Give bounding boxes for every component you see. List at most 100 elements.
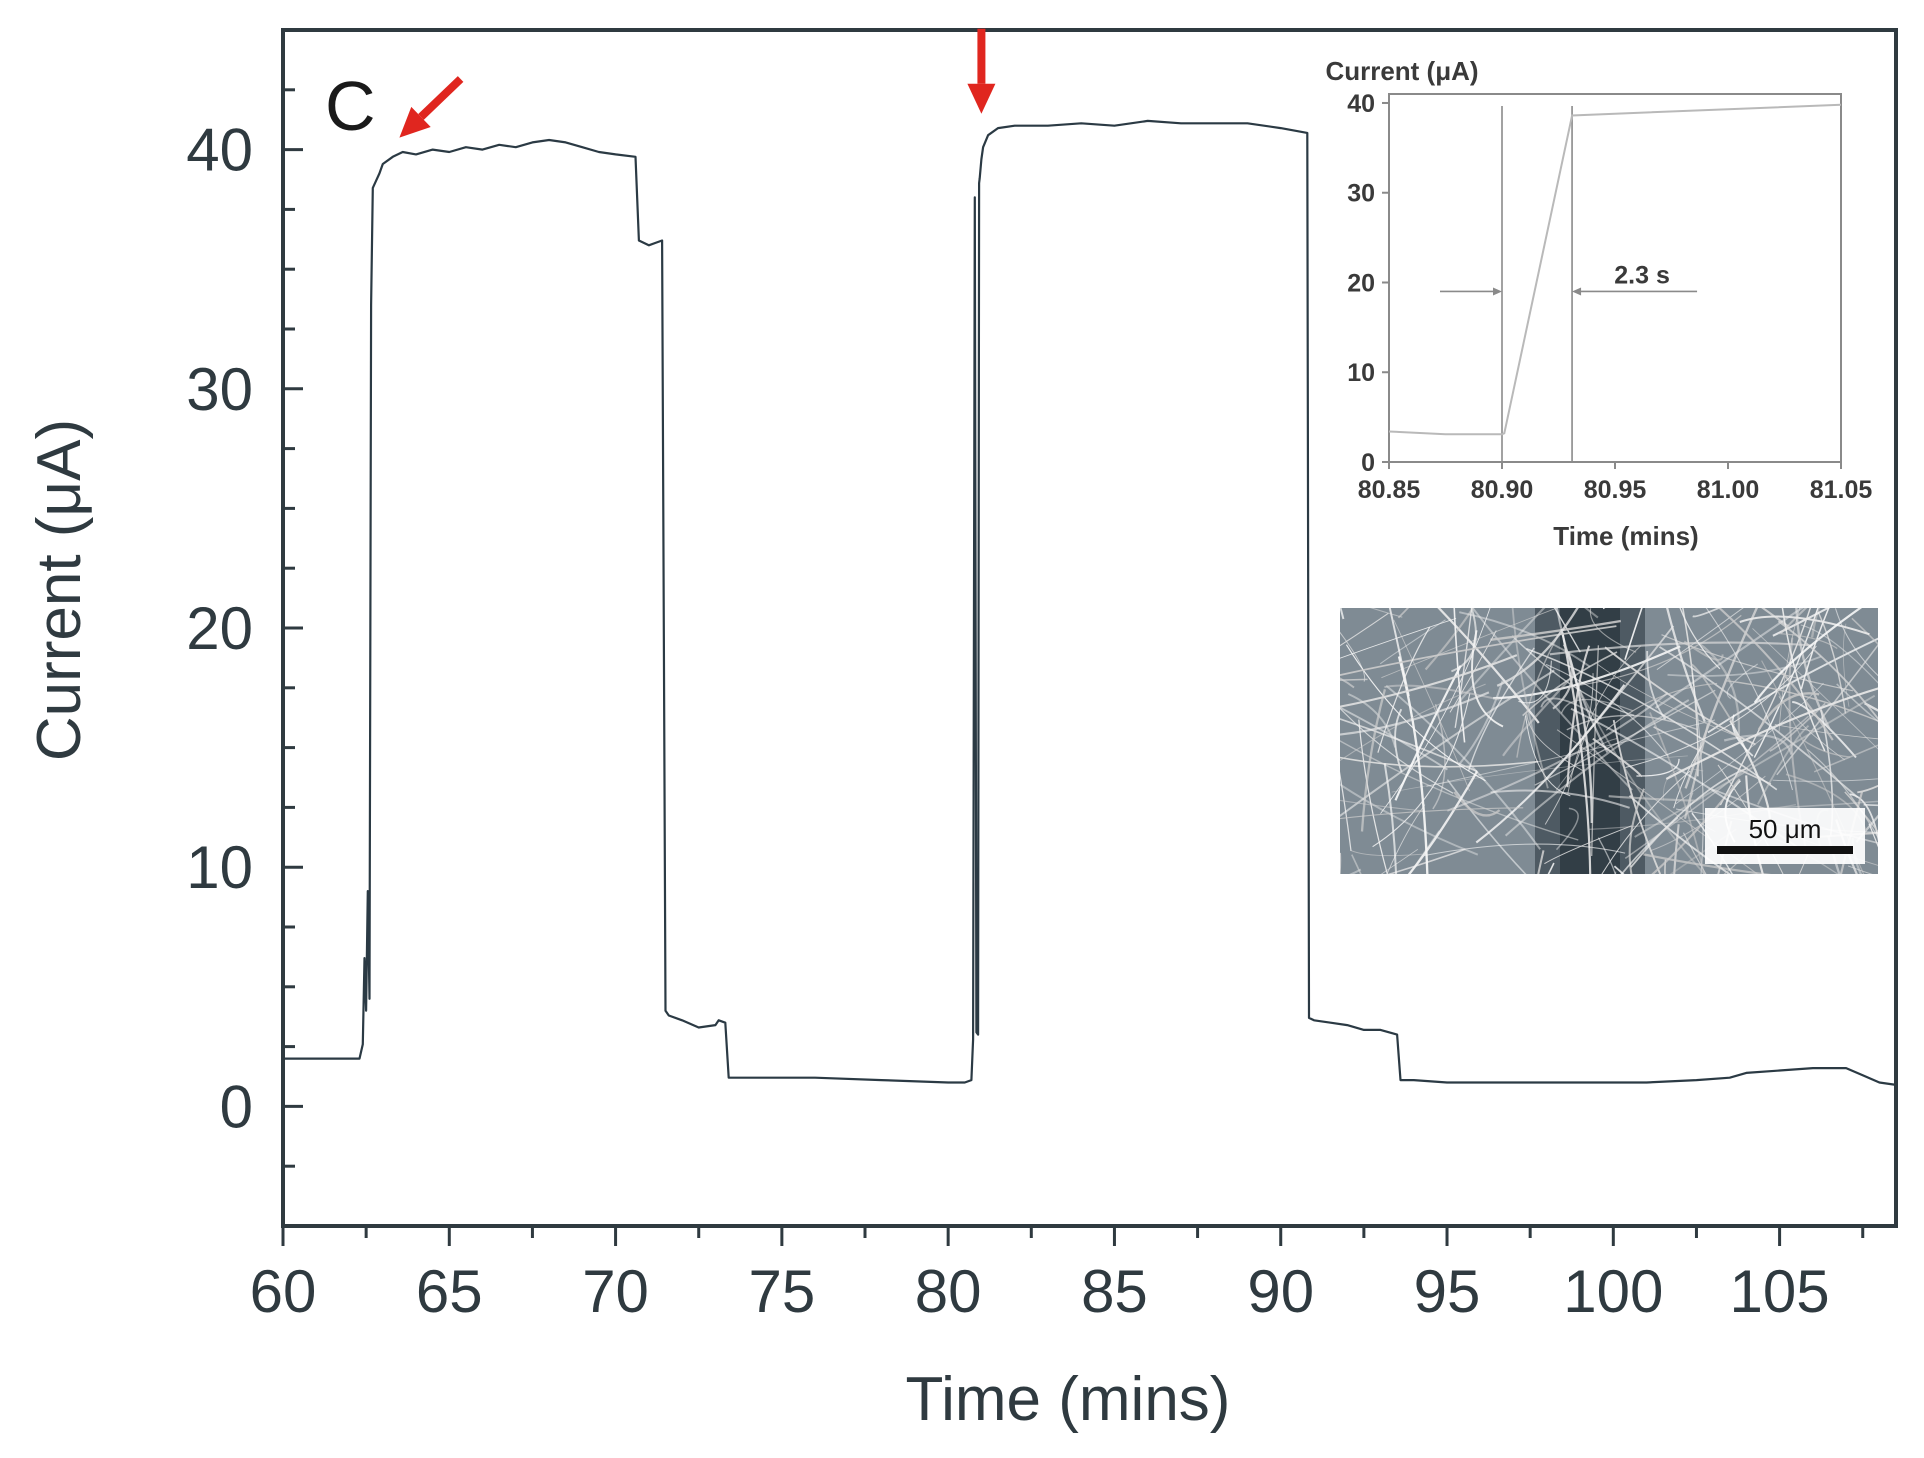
inset-x-tick-labels: 80.85 80.90 80.95 81.00 81.05	[1358, 476, 1873, 504]
sem-fiber	[1653, 726, 1772, 785]
sem-fiber	[1570, 614, 1742, 688]
sem-scale-bar	[1717, 846, 1853, 854]
sem-fiber	[1772, 608, 1831, 637]
sem-fiber	[1778, 633, 1838, 649]
sem-fiber	[1471, 630, 1504, 728]
sem-fiber	[1340, 707, 1454, 794]
sem-fiber	[1340, 771, 1352, 851]
sem-fiber	[1778, 608, 1801, 733]
sem-fiber	[1651, 778, 1741, 874]
sem-fiber	[1340, 852, 1342, 874]
sem-fiber	[1340, 612, 1389, 647]
sem-fiber	[1570, 625, 1675, 754]
inset-y-tick-label: 20	[1347, 269, 1375, 297]
sem-fiber	[1360, 689, 1387, 832]
sem-fiber	[1726, 663, 1759, 699]
annotation-arrow-shaft	[418, 76, 464, 120]
inset-interval-arrowhead-right	[1572, 287, 1582, 296]
sem-fiber	[1692, 608, 1722, 618]
sem-fiber	[1664, 859, 1667, 874]
annotation-arrow-head	[967, 83, 996, 114]
inset-interval-label: 2.3 s	[1614, 261, 1670, 289]
sem-fiber	[1504, 699, 1690, 837]
sem-fiber	[1446, 691, 1669, 812]
sem-fiber	[1340, 799, 1425, 812]
x-tick-label: 85	[1081, 1258, 1148, 1325]
sem-fiber	[1800, 624, 1878, 684]
sem-fiber	[1502, 677, 1572, 757]
sem-fiber	[1345, 644, 1486, 782]
x-tick-label: 75	[748, 1258, 815, 1325]
sem-fiber	[1717, 608, 1834, 741]
x-tick-label: 80	[915, 1258, 982, 1325]
sem-fiber	[1589, 608, 1637, 653]
sem-fiber	[1604, 646, 1756, 746]
inset-x-axis-title: Time (mins)	[1553, 521, 1698, 551]
sem-fiber	[1800, 608, 1830, 689]
sem-fiber	[1705, 608, 1794, 791]
sem-fiber	[1340, 654, 1518, 708]
inset-y-tick-label: 10	[1347, 359, 1375, 387]
main-arrows	[399, 28, 996, 138]
sem-fiber	[1496, 608, 1579, 687]
sem-fiber	[1597, 664, 1748, 741]
sem-fiber	[1340, 718, 1478, 773]
main-current-trace	[283, 119, 1897, 1086]
sem-fiber	[1608, 795, 1697, 802]
sem-fiber	[1836, 683, 1878, 723]
sem-fiber	[1555, 738, 1617, 792]
sem-fiber	[1340, 691, 1490, 736]
sem-fiber	[1601, 770, 1691, 874]
sem-fiber	[1780, 608, 1808, 635]
sem-fiber	[1534, 689, 1716, 786]
sem-fiber	[1340, 683, 1486, 762]
sem-fiber	[1549, 641, 1813, 656]
sem-fiber	[1358, 719, 1389, 874]
sem-fiber	[1679, 608, 1721, 670]
annotation-arrow-head	[399, 106, 431, 138]
sem-fiber	[1511, 635, 1635, 717]
sem-fiber	[1379, 619, 1446, 665]
sem-fiber	[1453, 608, 1466, 743]
sem-fiber	[1857, 784, 1878, 794]
sem-fiber	[1391, 755, 1688, 793]
sem-fiber	[1649, 712, 1705, 874]
sem-fiber	[1455, 608, 1546, 706]
inset-x-tick-label: 80.90	[1471, 476, 1534, 504]
sem-fiber	[1526, 713, 1584, 772]
sem-fiber	[1377, 626, 1431, 753]
sem-fiber	[1393, 619, 1470, 792]
x-tick-label: 100	[1563, 1258, 1663, 1325]
sem-fiber	[1659, 646, 1859, 798]
sem-fiber	[1774, 724, 1878, 740]
sem-fiber	[1757, 692, 1820, 731]
main-y-axis-title: Current (μA)	[25, 419, 94, 761]
sem-fiber	[1802, 739, 1851, 758]
sem-scale-box	[1705, 808, 1865, 864]
sem-fiber	[1739, 615, 1870, 636]
sem-fiber	[1545, 663, 1669, 757]
y-tick-label: 0	[220, 1073, 253, 1140]
sem-fiber	[1540, 697, 1602, 720]
sem-fiber	[1340, 631, 1366, 682]
sem-fiber	[1340, 677, 1355, 689]
sem-fiber	[1369, 608, 1403, 618]
sem-fiber	[1624, 608, 1643, 660]
sem-fiber	[1753, 608, 1863, 704]
inset-x-ticks	[1388, 462, 1842, 469]
sem-fiber	[1340, 756, 1539, 768]
inset-y-tick-label: 30	[1347, 180, 1375, 208]
inset-interval-arrowhead-left	[1493, 287, 1502, 296]
sem-fiber	[1437, 608, 1540, 724]
inset-title: Current (μA)	[1325, 56, 1478, 86]
sem-fiber	[1810, 608, 1821, 638]
sem-fiber	[1340, 783, 1479, 856]
x-tick-label: 65	[416, 1258, 483, 1325]
sem-fiber	[1673, 824, 1680, 874]
sem-fiber	[1844, 791, 1878, 833]
sem-fiber	[1725, 679, 1878, 722]
sem-fiber	[1691, 663, 1736, 726]
x-tick-label: 90	[1247, 1258, 1314, 1325]
sem-fiber	[1555, 608, 1609, 753]
sem-micrograph: 50 μm	[1340, 608, 1878, 874]
